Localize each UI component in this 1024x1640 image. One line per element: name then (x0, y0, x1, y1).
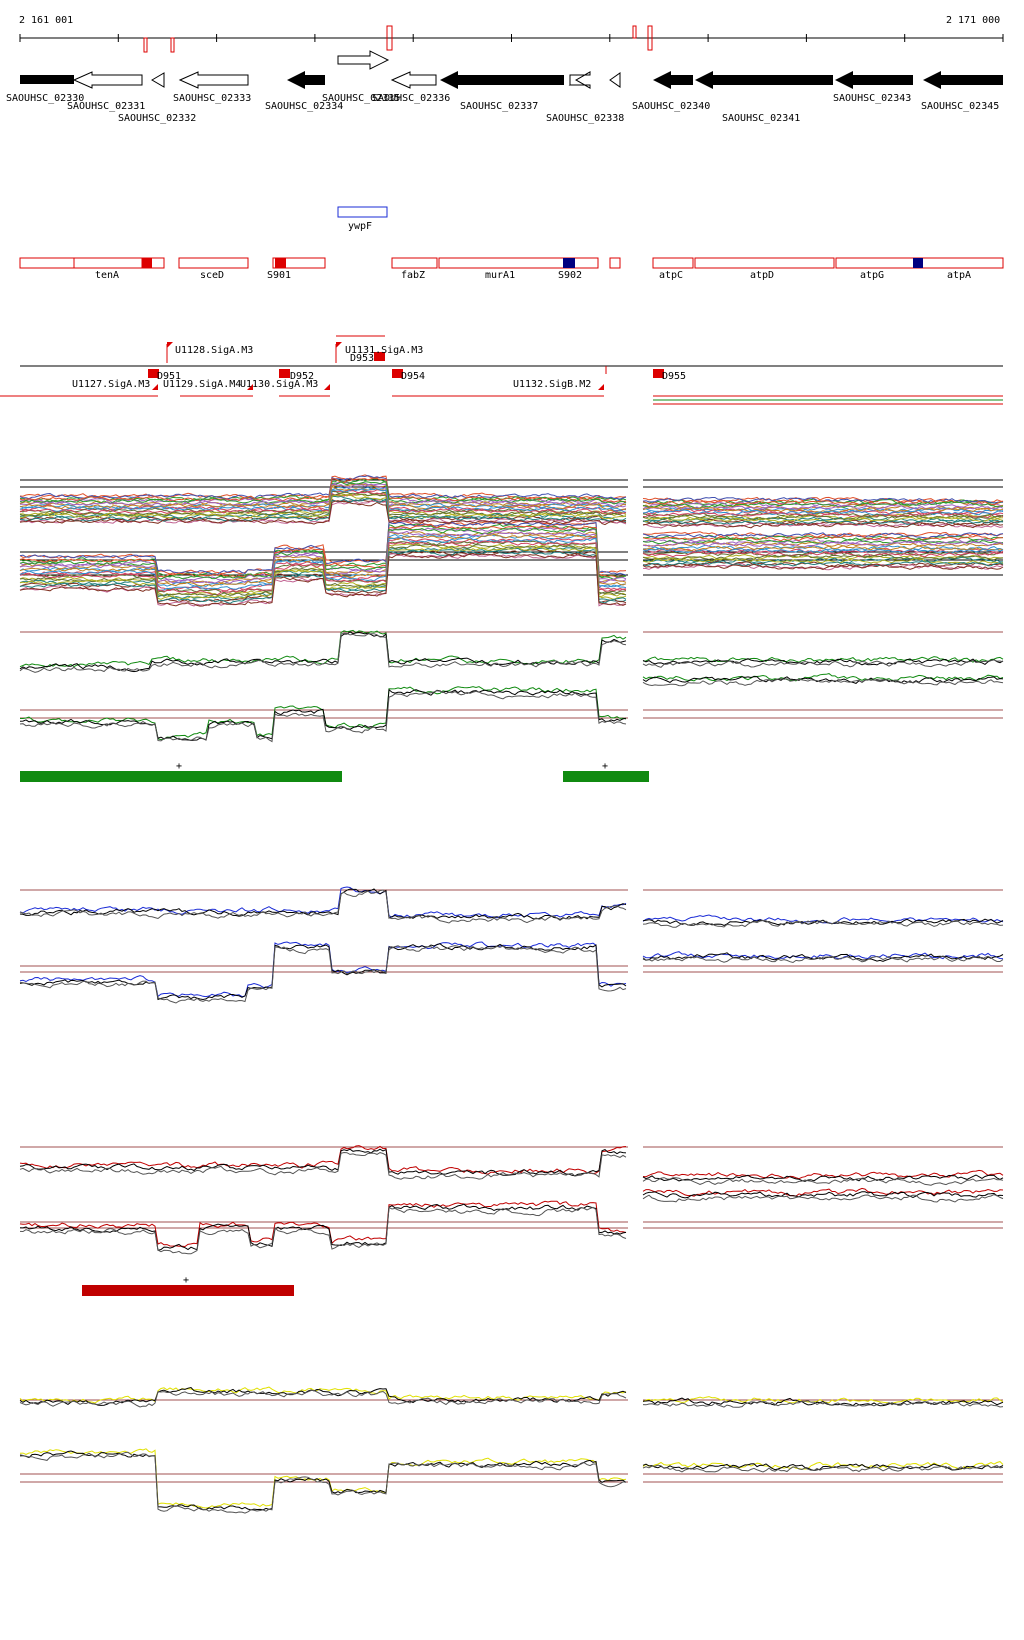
green-bar[interactable] (563, 771, 649, 782)
gene-label: SAOUHSC_02343 (833, 93, 911, 104)
expression-panel-yellow (19, 1386, 1004, 1514)
bar-marker: + (602, 761, 608, 772)
ywpF-label: ywpF (348, 221, 372, 232)
gene-label: SAOUHSC_02334 (265, 101, 343, 112)
green-bar[interactable] (20, 771, 342, 782)
downstream-label: D954 (401, 371, 425, 382)
expression-panel-blue (19, 886, 1004, 1004)
segment-label: atpA (947, 270, 971, 281)
gene-label: SAOUHSC_02335 (322, 93, 400, 104)
coordinate-ruler: 2 161 001 2 171 000 (19, 15, 1004, 53)
segment-track: tenA sceD S901 fabZ murA1 S902 atpC atpD… (19, 257, 1004, 281)
downstream-label: D951 (157, 371, 181, 382)
expression-panel-red (19, 1145, 1004, 1255)
gene-track: SAOUHSC_02330 SAOUHSC_02331 SAOUHSC_0233… (6, 50, 1003, 124)
downstream-label: D955 (662, 371, 686, 382)
segment-label: murA1 (485, 270, 515, 281)
gene-label: SAOUHSC_02337 (460, 101, 538, 112)
segment-label: sceD (200, 270, 224, 281)
segment-label: atpG (860, 270, 884, 281)
gene-arrow-02334[interactable] (287, 71, 325, 89)
segment-label: atpD (750, 270, 774, 281)
red-bar[interactable] (82, 1285, 294, 1296)
ruler-ticks (19, 34, 1004, 42)
downstream-label: D953 (350, 353, 374, 364)
gene-arrow-02341[interactable] (695, 71, 833, 89)
expression-panel-multi (19, 474, 1004, 607)
gene-label: SAOUHSC_02340 (632, 101, 710, 112)
upstream-label: U1129.SigA.M4 (163, 379, 241, 390)
ywpF-box[interactable] (337, 206, 388, 218)
upstream-label: U1128.SigA.M3 (175, 345, 253, 356)
segment-label: S902 (558, 270, 582, 281)
segment-label: tenA (95, 270, 119, 281)
gene-arrow-02337[interactable] (440, 71, 564, 89)
ruler-features (143, 25, 653, 53)
downstream-label: D952 (290, 371, 314, 382)
coord-start: 2 161 001 (19, 15, 73, 26)
upstream-label: U1127.SigA.M3 (72, 379, 150, 390)
regulatory-track: U1127.SigA.M3 U1128.SigA.M3 U1129.SigA.M… (0, 335, 1003, 405)
bar-marker: + (183, 1275, 189, 1286)
gene-label: SAOUHSC_02338 (546, 113, 624, 124)
upstream-label: U1132.SigB.M2 (513, 379, 591, 390)
segment-label: fabZ (401, 270, 425, 281)
gene-label: SAOUHSC_02332 (118, 113, 196, 124)
gene-arrow-02332[interactable] (151, 72, 165, 88)
bar-marker: + (176, 761, 182, 772)
gene-label: SAOUHSC_02330 (6, 93, 84, 104)
feature-box-track: ywpF (337, 206, 388, 232)
gene-arrow-02345[interactable] (923, 71, 1003, 89)
gene-arrow-02343[interactable] (835, 71, 913, 89)
coord-end: 2 171 000 (946, 15, 1000, 26)
gene-label: SAOUHSC_02333 (173, 93, 251, 104)
condition-bars: + + + (20, 761, 649, 1296)
gene-label: SAOUHSC_02345 (921, 101, 999, 112)
gene-arrow-02330[interactable] (20, 75, 74, 84)
upstream-label: U1131.SigA.M3 (345, 345, 423, 356)
gene-label: SAOUHSC_02336 (372, 93, 450, 104)
gene-arrow-02336[interactable] (390, 71, 437, 89)
gene-label: SAOUHSC_02341 (722, 113, 800, 124)
segment-label: atpC (659, 270, 683, 281)
gene-label: SAOUHSC_02331 (67, 101, 145, 112)
gene-arrow-02331[interactable] (72, 71, 143, 89)
gene-arrow-02333[interactable] (178, 71, 249, 89)
upstream-label: U1130.SigA.M3 (240, 379, 318, 390)
gene-arrow-02335[interactable] (337, 50, 390, 70)
segment-label: S901 (267, 270, 291, 281)
expression-panel-green (19, 629, 1004, 743)
gene-arrow-02340[interactable] (653, 71, 693, 89)
